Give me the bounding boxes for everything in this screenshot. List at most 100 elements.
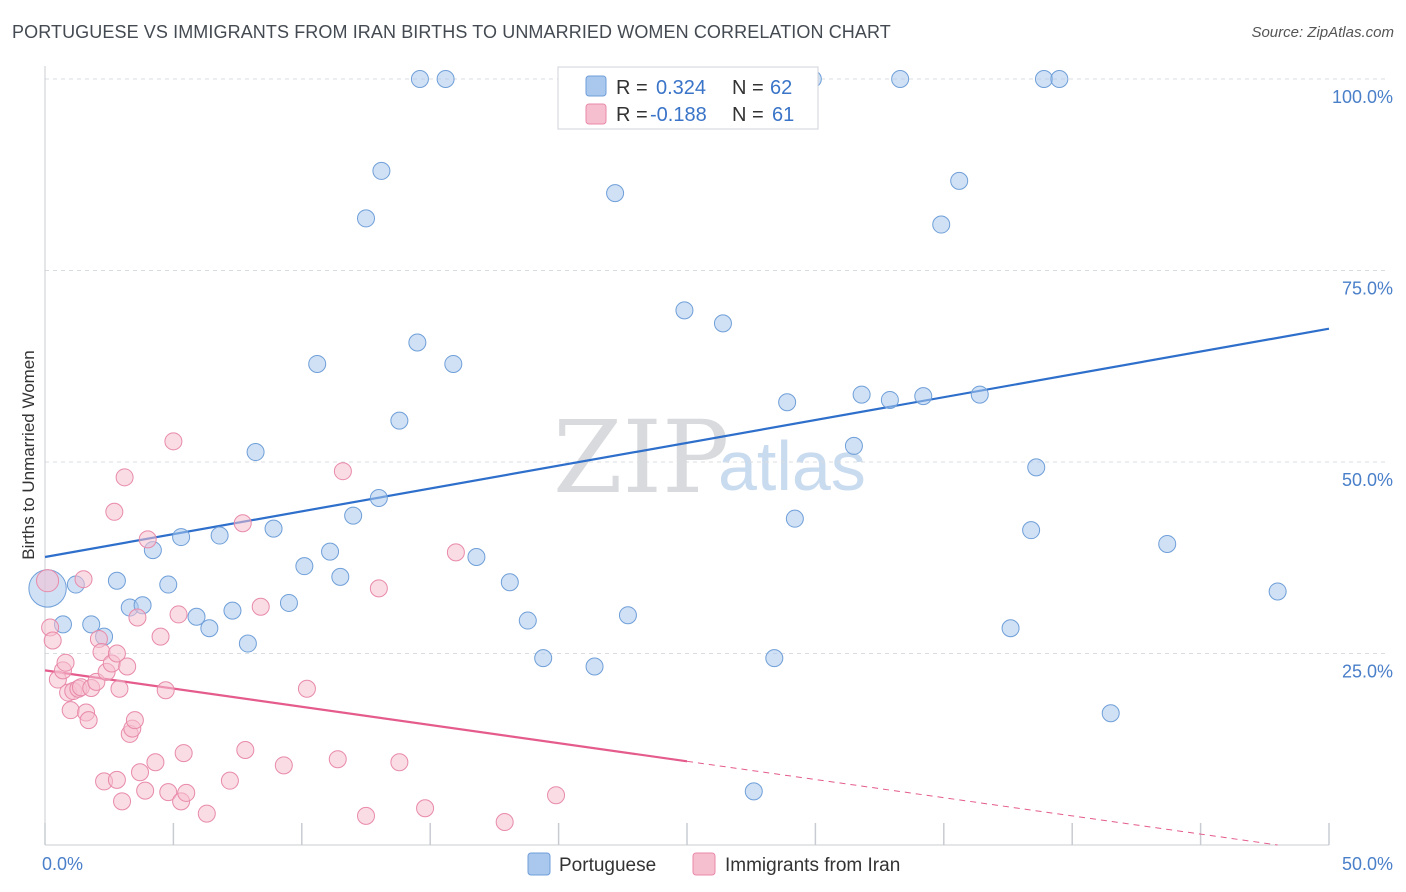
iran-point — [369, 579, 388, 598]
iran-point — [136, 781, 155, 800]
iran-point — [220, 771, 239, 790]
portuguese-point — [585, 657, 604, 676]
iran-point — [113, 792, 132, 811]
portuguese-point — [159, 575, 178, 594]
legend-n-value-portuguese: 62 — [770, 77, 792, 99]
portuguese-point — [778, 393, 797, 412]
legend: R = 0.324 N = 62 R = -0.188 N = 61 — [557, 66, 819, 130]
iran-point — [328, 750, 347, 769]
iran-point — [151, 627, 170, 646]
portuguese-point — [279, 593, 298, 612]
portuguese-point — [606, 184, 625, 203]
iran-point — [236, 741, 255, 760]
iran-point — [74, 570, 93, 589]
portuguese-point — [880, 390, 899, 409]
grid-lines — [45, 78, 1389, 654]
iran-point — [159, 783, 178, 802]
x-tick-labels: 0.0% 50.0% — [42, 854, 1393, 874]
portuguese-point — [369, 489, 388, 508]
legend-swatch-iran — [585, 103, 607, 125]
trend-line-portuguese — [44, 327, 1330, 559]
portuguese-point — [914, 387, 933, 406]
portuguese-point — [785, 509, 804, 528]
iran-point — [156, 681, 175, 700]
bottom-legend-portuguese: Portuguese — [559, 855, 656, 876]
portuguese-point — [308, 354, 327, 373]
portuguese-point — [246, 443, 265, 462]
y-tick-label: 25.0% — [1342, 662, 1393, 682]
legend-r-label-portuguese: R = — [616, 77, 648, 99]
portuguese-point — [852, 385, 871, 404]
iran-point — [36, 569, 60, 593]
portuguese-point — [107, 571, 126, 590]
iran-point — [174, 744, 193, 763]
portuguese-point — [500, 573, 519, 592]
portuguese-point — [187, 607, 206, 626]
portuguese-point — [372, 161, 391, 180]
iran-point — [297, 679, 316, 698]
portuguese-point — [932, 215, 951, 234]
portuguese-point — [223, 601, 242, 620]
portuguese-point — [467, 547, 486, 566]
iran-point — [131, 763, 150, 782]
portuguese-point — [891, 70, 910, 88]
portuguese-point — [238, 634, 257, 653]
iran-point — [495, 813, 514, 832]
portuguese-point — [390, 411, 409, 430]
y-axis-label: Births to Unmarried Women — [19, 350, 38, 559]
bottom-legend-iran: Immigrants from Iran — [725, 855, 900, 876]
data-points — [28, 70, 1287, 832]
iran-point — [177, 783, 196, 802]
portuguese-point — [534, 649, 553, 668]
iran-point — [169, 605, 188, 624]
portuguese-point — [744, 782, 763, 801]
iran-point — [446, 543, 465, 562]
iran-point — [43, 631, 62, 650]
chart-title: PORTUGUESE VS IMMIGRANTS FROM IRAN BIRTH… — [12, 22, 891, 42]
iran-point — [56, 653, 75, 672]
portuguese-point — [675, 301, 694, 320]
portuguese-point — [264, 519, 283, 538]
legend-n-label-iran: N = — [732, 104, 764, 126]
y-tick-labels: 25.0% 50.0% 75.0% 100.0% — [1332, 87, 1393, 682]
source-label: Source: ZipAtlas.com — [1251, 24, 1394, 41]
portuguese-point — [172, 528, 191, 547]
portuguese-point — [410, 70, 429, 88]
iran-point — [138, 530, 157, 549]
portuguese-point — [200, 619, 219, 638]
x-tick-label-max: 50.0% — [1342, 854, 1393, 874]
iran-point — [333, 462, 352, 481]
portuguese-point — [357, 209, 375, 228]
iran-point — [79, 711, 98, 730]
legend-r-label-iran: R = — [616, 104, 648, 126]
iran-point — [233, 514, 252, 533]
portuguese-point — [765, 649, 784, 668]
portuguese-point — [295, 557, 314, 576]
y-tick-label: 100.0% — [1332, 87, 1393, 107]
portuguese-point — [713, 314, 732, 333]
legend-n-value-iran: 61 — [772, 104, 794, 126]
iran-point — [146, 753, 165, 772]
portuguese-point — [331, 567, 350, 586]
trend-line-iran — [44, 669, 688, 763]
iran-point — [197, 804, 216, 823]
portuguese-point — [436, 70, 455, 88]
legend-r-value-portuguese: 0.324 — [656, 77, 706, 99]
portuguese-point — [1268, 582, 1287, 601]
portuguese-point — [1001, 619, 1020, 638]
iran-point — [164, 432, 183, 451]
portuguese-point — [618, 606, 637, 625]
iran-point — [118, 657, 137, 676]
iran-point — [251, 597, 270, 616]
portuguese-point — [1101, 704, 1120, 723]
iran-point — [125, 711, 144, 730]
portuguese-point — [1027, 458, 1046, 477]
portuguese-point — [1034, 70, 1053, 88]
iran-point — [61, 701, 80, 720]
iran-point — [115, 468, 134, 487]
iran-point — [274, 756, 293, 775]
iran-point — [357, 806, 375, 825]
iran-point — [110, 679, 129, 698]
watermark-atlas: atlas — [718, 427, 866, 505]
bottom-legend: Portuguese Immigrants from Iran — [527, 852, 900, 876]
